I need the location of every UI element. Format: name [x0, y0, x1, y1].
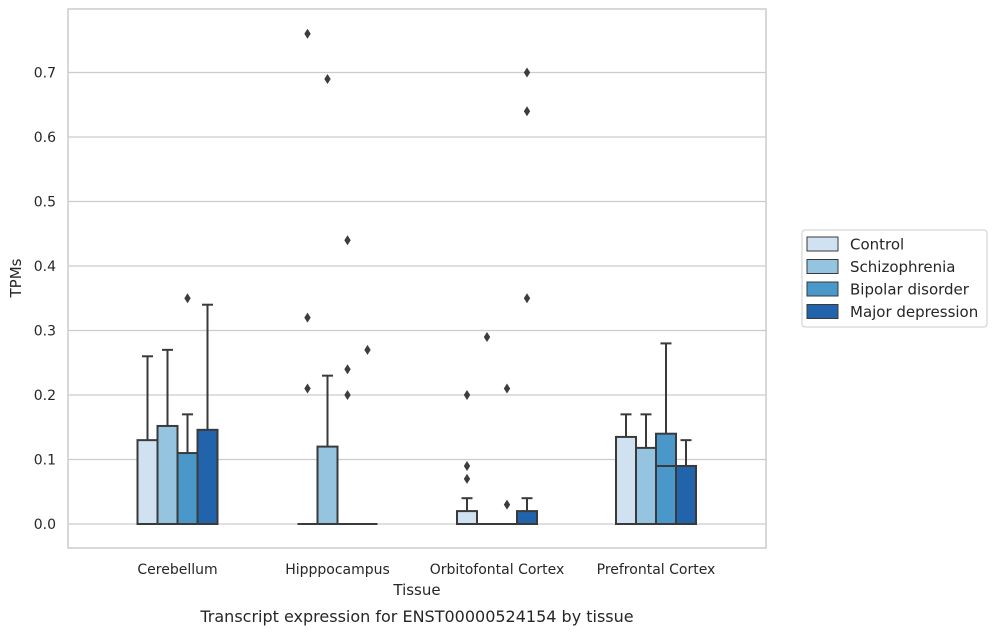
legend-swatch — [806, 281, 839, 297]
legend-entries: Control Schizophrenia Bipolar disorder Majo… — [806, 236, 978, 321]
outlier-point — [523, 106, 531, 117]
y-tick-label: 0.1 — [34, 453, 56, 469]
y-tick-labels: 0.0 0.1 0.2 0.3 0.4 0.5 0.6 0.7 — [34, 66, 56, 534]
box-group — [516, 497, 538, 526]
outlier-point — [364, 344, 371, 355]
box-group — [176, 413, 199, 525]
outlier-point — [463, 390, 471, 400]
y-tick-label: 0.6 — [34, 130, 56, 146]
outlier-point — [344, 364, 351, 375]
y-tick-label: 0.4 — [34, 259, 56, 275]
outlier-point — [503, 383, 511, 394]
box-group — [196, 303, 219, 525]
y-tick-label: 0.7 — [34, 66, 56, 82]
x-axis-title: Tissue — [392, 581, 440, 599]
outlier-point — [503, 499, 511, 510]
box — [316, 445, 339, 526]
y-tick-label: 0.3 — [34, 324, 56, 340]
outlier-point — [324, 73, 331, 84]
box — [675, 464, 697, 526]
legend-swatch — [806, 259, 839, 274]
box-group — [635, 413, 657, 526]
outlier-point — [304, 28, 311, 39]
outlier-point — [344, 235, 351, 246]
box-group — [136, 355, 159, 525]
outlier-point — [304, 383, 311, 394]
box — [635, 446, 657, 526]
box — [615, 435, 637, 525]
y-tick-label: 0.0 — [34, 517, 56, 533]
outlier-point — [463, 460, 471, 471]
box — [176, 452, 199, 525]
chart-caption: Transcript expression for ENST0000052415… — [199, 607, 633, 626]
box-groups — [136, 303, 697, 526]
plot-frame — [67, 8, 767, 549]
box-group — [316, 374, 339, 526]
x-tick-label: Hipppocampus — [285, 562, 390, 578]
legend-swatch — [806, 236, 839, 252]
x-tick-label: Prefrontal Cortex — [597, 562, 716, 578]
box — [655, 432, 677, 526]
legend-swatch — [806, 304, 839, 319]
y-axis-title: TPMs — [7, 258, 25, 298]
legend-label: Major depression — [850, 303, 978, 321]
box-group — [675, 439, 697, 526]
outlier-point — [184, 293, 191, 304]
x-tick-labels: Cerebellum Hipppocampus Orbitofontal Corte… — [137, 562, 715, 578]
legend-frame — [801, 229, 988, 328]
outlier-point — [523, 67, 531, 78]
y-tick-label: 0.5 — [34, 195, 56, 211]
box-group — [156, 348, 179, 525]
legend: Control Schizophrenia Bipolar disorder Majo… — [801, 229, 988, 328]
box — [136, 439, 159, 525]
outlier-markers — [184, 28, 531, 510]
legend-label: Bipolar disorder — [850, 281, 970, 299]
box — [156, 424, 179, 525]
x-tick-label: Cerebellum — [137, 562, 217, 578]
outlier-point — [523, 293, 531, 304]
box — [516, 510, 538, 526]
legend-label: Control — [850, 236, 904, 254]
outlier-point — [483, 331, 491, 342]
y-tick-label: 0.2 — [34, 388, 56, 404]
outlier-point — [463, 473, 471, 484]
outlier-point — [304, 312, 311, 323]
legend-label: Schizophrenia — [850, 258, 955, 276]
x-tick-label: Orbitofontal Cortex — [430, 562, 565, 578]
outlier-point — [344, 390, 351, 400]
box — [456, 510, 478, 526]
box — [196, 428, 219, 525]
box-group — [456, 497, 478, 526]
